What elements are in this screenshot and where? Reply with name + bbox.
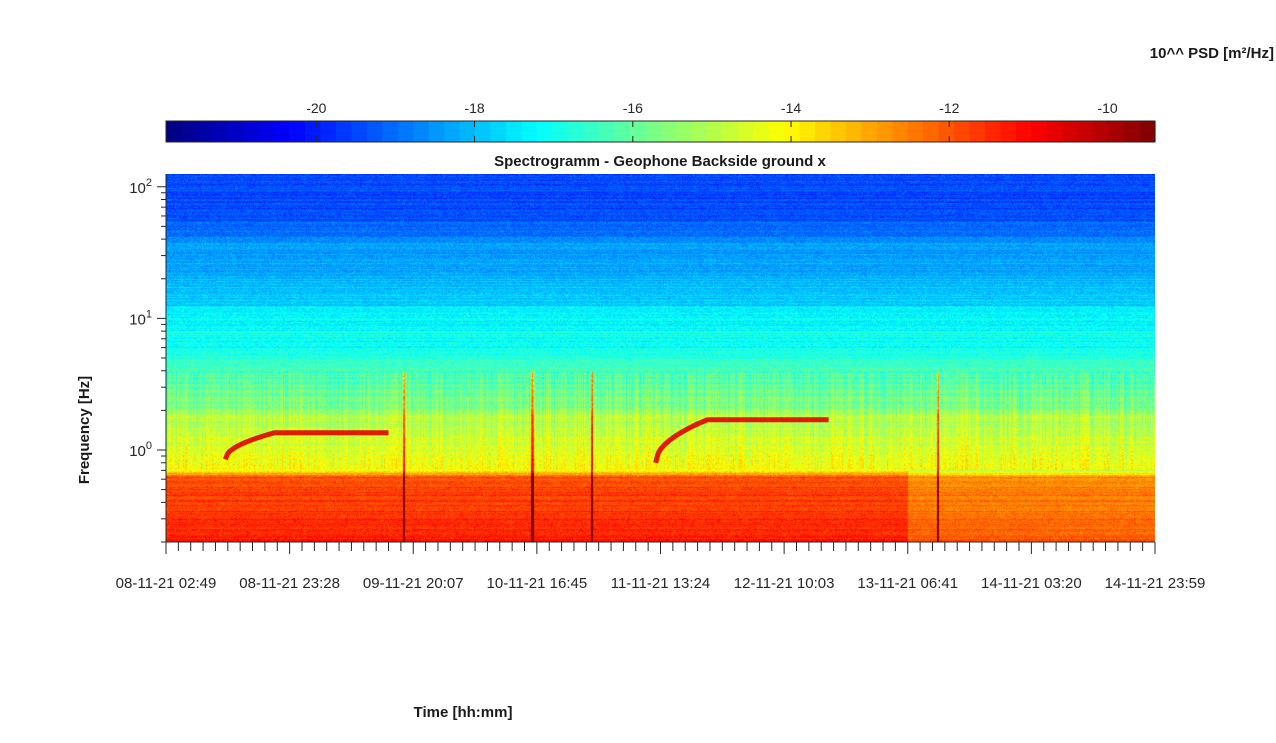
x-tick-label: 08-11-21 02:49 [116,575,217,592]
colorbar-cell [691,121,708,142]
x-tick-label: 08-11-21 23:28 [239,575,340,592]
colorbar-cell [196,121,213,142]
x-tick-label: 13-11-21 06:41 [857,575,958,592]
ridge-line [653,417,829,464]
y-tick-label: 102 [129,177,152,197]
ridge-line [222,430,389,461]
x-tick-label: 09-11-21 20:07 [363,575,464,592]
colorbar-cell [444,121,461,142]
colorbar-cell [1046,121,1063,142]
colorbar-cell [428,121,445,142]
colorbar-label: 10^^ PSD [m²/Hz] [1150,45,1274,62]
colorbar-cell [181,121,198,142]
x-tick-label: 14-11-21 23:59 [1105,575,1206,592]
colorbar-cell [938,121,955,142]
colorbar-cell [1139,121,1156,142]
colorbar-cell [614,121,631,142]
colorbar-cell [706,121,723,142]
colorbar-cell [567,121,584,142]
colorbar-cell [521,121,538,142]
chart-title: Spectrogramm - Geophone Backside ground … [494,153,826,170]
x-tick-label: 11-11-21 13:24 [611,575,711,592]
colorbar-cell [784,121,801,142]
colorbar-cell [320,121,337,142]
colorbar-cell [366,121,383,142]
colorbar-cell [645,121,662,142]
colorbar-cell [675,121,692,142]
colorbar-tick-label: -10 [1097,100,1117,116]
colorbar-cells [166,121,1156,142]
colorbar-cell [923,121,940,142]
x-axis-label: Time [hh:mm] [414,704,513,721]
colorbar-cell [1077,121,1094,142]
colorbar-cell [660,121,677,142]
x-tick-label: 12-11-21 10:03 [734,575,835,592]
colorbar-cell [413,121,430,142]
colorbar-cell [274,121,291,142]
colorbar-tick-label: -16 [623,100,643,116]
colorbar-cell [598,121,615,142]
colorbar-cell [505,121,523,142]
y-tick-label: 101 [129,308,152,328]
colorbar-tick-label: -20 [306,100,326,116]
colorbar-cell [876,121,893,142]
colorbar-cell [305,121,322,142]
colorbar-cell [335,121,353,142]
colorbar-cell [737,121,754,142]
plot-area: 100 101 102 08-11-21 02:49 08-11-21 23:28 09… [116,174,1206,592]
colorbar-cell [768,121,785,142]
colorbar-ticks: -20 -18 -16 -14 -12 -10 [306,100,1118,142]
colorbar-cell [969,121,986,142]
colorbar-cell [1015,121,1032,142]
colorbar-cell [1031,121,1048,142]
colorbar-tick-label: -12 [939,100,959,116]
colorbar-cell [1000,121,1017,142]
colorbar-cell [1108,121,1125,142]
spectrogram-image [166,174,1155,542]
colorbar-tick-label: -18 [464,100,484,116]
colorbar-cell [907,121,924,142]
colorbar-cell [1093,121,1110,142]
y-axis-label: Frequency [Hz] [76,376,93,484]
y-tick-label: 100 [129,440,152,460]
colorbar-cell [861,121,878,142]
colorbar-cell [1124,121,1141,142]
colorbar-cell [892,121,909,142]
colorbar-cell [1062,121,1079,142]
colorbar-frame [165,120,1156,143]
colorbar-cell [722,121,739,142]
colorbar-cell [258,121,275,142]
colorbar-cell [985,121,1002,142]
colorbar-tick-label: -14 [781,100,801,116]
colorbar-cell [815,121,832,142]
colorbar-cell [954,121,971,142]
colorbar-cell [289,121,306,142]
colorbar-cell [382,121,399,142]
colorbar-cell [243,121,260,142]
colorbar-cell [397,121,414,142]
colorbar-cell [351,121,368,142]
colorbar-cell [753,121,770,142]
colorbar-cell [212,121,229,142]
ridge-lines [222,417,829,464]
colorbar-cell [459,121,476,142]
y-axis: 100 101 102 [129,174,167,543]
colorbar-cell [583,121,600,142]
colorbar-cell [845,121,862,142]
colorbar-cell [490,121,507,142]
colorbar-cell [227,121,244,142]
colorbar: 10^^ PSD [m²/Hz] -20 -18 -16 -14 -12 -10 [165,45,1274,143]
colorbar-cell [799,121,816,142]
x-tick-label: 14-11-21 03:20 [981,575,1082,592]
x-axis: 08-11-21 02:49 08-11-21 23:28 09-11-21 20:… [116,541,1206,592]
colorbar-cell [552,121,569,142]
colorbar-cell [536,121,553,142]
colorbar-cell [629,121,646,142]
colorbar-cell [166,121,183,142]
colorbar-cell [830,121,847,142]
colorbar-cell [475,121,492,142]
x-tick-label: 10-11-21 16:45 [487,575,588,592]
